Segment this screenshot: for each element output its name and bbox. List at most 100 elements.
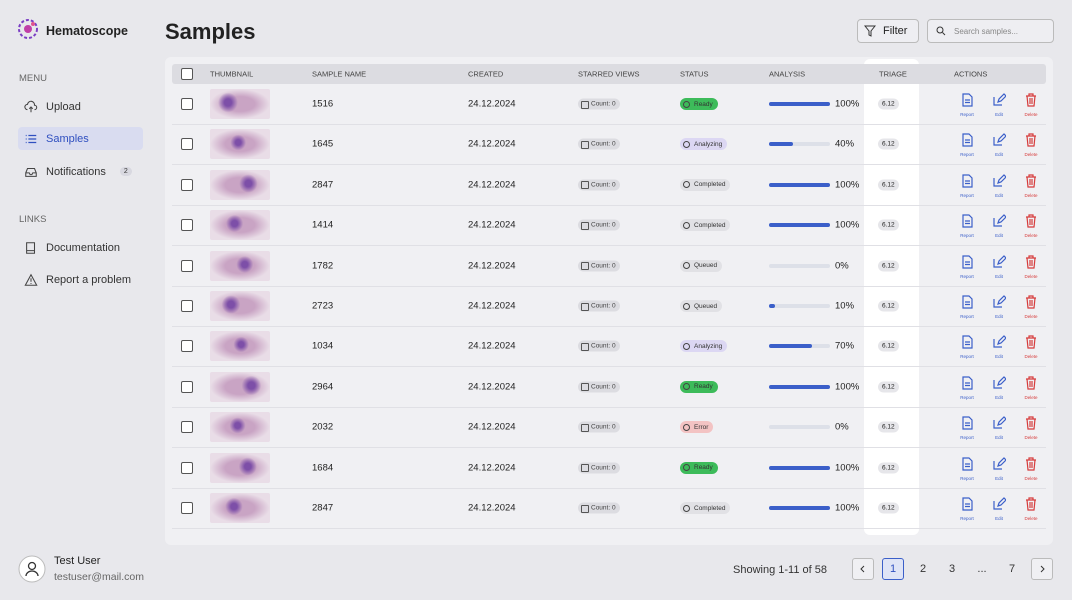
- row-checkbox[interactable]: [181, 98, 193, 110]
- status-icon: [683, 262, 690, 270]
- page-button[interactable]: 7: [1008, 563, 1016, 575]
- created-date: 24.12.2024: [468, 138, 516, 150]
- thumbnail: [210, 89, 270, 119]
- page-button[interactable]: 1: [882, 558, 904, 580]
- nav-label: Samples: [46, 132, 89, 145]
- next-button[interactable]: [1031, 558, 1053, 580]
- page-button[interactable]: ...: [977, 563, 987, 575]
- edit-icon[interactable]: [992, 375, 1006, 390]
- action-label: Edit: [995, 394, 1003, 400]
- row-checkbox[interactable]: [181, 461, 193, 474]
- row-checkbox[interactable]: [181, 300, 193, 312]
- sidebar: Hematoscope MENU Upload Samples Notifica…: [0, 0, 158, 600]
- row-checkbox[interactable]: [181, 502, 193, 514]
- edit-icon[interactable]: [992, 416, 1006, 430]
- thumbnail: [210, 210, 270, 241]
- nav-samples[interactable]: Samples: [18, 127, 143, 150]
- delete-icon[interactable]: [1024, 295, 1038, 309]
- delete-icon[interactable]: [1024, 456, 1038, 471]
- pagination-summary: Showing 1-11 of 58: [733, 564, 827, 576]
- delete-icon[interactable]: [1024, 133, 1038, 147]
- row-checkbox[interactable]: [181, 380, 193, 393]
- page-button[interactable]: 2: [919, 563, 927, 575]
- row-checkbox[interactable]: [181, 259, 193, 272]
- report-icon[interactable]: [960, 497, 974, 511]
- action-label: Delete: [1024, 233, 1038, 239]
- star-icon: [581, 221, 589, 230]
- row-divider: [172, 124, 1046, 125]
- edit-icon[interactable]: [992, 456, 1006, 471]
- report-icon[interactable]: [960, 335, 974, 349]
- search-input[interactable]: Search samples...: [927, 19, 1054, 43]
- page-button[interactable]: 3: [948, 563, 956, 575]
- triage-value: 6.12: [878, 502, 899, 514]
- progress-fill: [769, 465, 830, 470]
- report-icon[interactable]: [960, 133, 974, 147]
- filter-icon: [864, 25, 876, 37]
- action-label: Delete: [1024, 394, 1038, 400]
- status-pill: Ready: [680, 461, 718, 474]
- sample-name: 2964: [312, 381, 334, 393]
- action-label: Report: [960, 152, 974, 158]
- edit-icon[interactable]: [992, 335, 1006, 349]
- delete-icon[interactable]: [1024, 254, 1038, 269]
- nav-documentation[interactable]: Documentation: [18, 236, 143, 259]
- report-icon[interactable]: [960, 376, 974, 390]
- delete-icon[interactable]: [1024, 497, 1038, 511]
- edit-icon[interactable]: [992, 295, 1006, 309]
- report-icon[interactable]: [960, 295, 974, 309]
- action-label: Report: [960, 354, 974, 360]
- delete-icon[interactable]: [1024, 214, 1038, 228]
- delete-icon[interactable]: [1024, 416, 1038, 430]
- report-icon[interactable]: [960, 416, 974, 430]
- report-icon[interactable]: [960, 93, 974, 107]
- action-label: Delete: [1024, 112, 1038, 117]
- row-checkbox[interactable]: [181, 138, 193, 151]
- thumbnail: [210, 493, 270, 523]
- starred-count: Count: 0: [578, 502, 620, 514]
- delete-icon[interactable]: [1024, 335, 1038, 349]
- row-checkbox[interactable]: [181, 178, 193, 191]
- status-pill: Analyzing: [680, 138, 728, 151]
- delete-icon[interactable]: [1024, 376, 1038, 390]
- analysis-label: 100%: [835, 179, 860, 191]
- analysis-label: 40%: [835, 138, 855, 150]
- edit-icon[interactable]: [992, 173, 1006, 188]
- status-icon: [683, 302, 690, 310]
- delete-icon[interactable]: [1024, 174, 1038, 188]
- star-icon: [581, 383, 589, 392]
- search-icon: [936, 26, 946, 36]
- edit-icon[interactable]: [992, 93, 1006, 107]
- edit-icon[interactable]: [992, 133, 1006, 147]
- triage-value: 6.12: [878, 462, 899, 474]
- report-icon[interactable]: [960, 174, 974, 188]
- row-divider: [172, 447, 1046, 449]
- nav-notifications[interactable]: Notifications 2: [18, 160, 143, 183]
- chevron-right: [1040, 565, 1045, 573]
- report-icon[interactable]: [960, 254, 974, 269]
- prev-button[interactable]: [852, 558, 874, 580]
- edit-icon[interactable]: [992, 254, 1006, 269]
- report-icon[interactable]: [960, 456, 974, 471]
- select-all-checkbox[interactable]: [181, 68, 193, 80]
- row-checkbox[interactable]: [181, 219, 193, 232]
- filter-button[interactable]: Filter: [857, 19, 919, 43]
- progress-track: [769, 263, 830, 268]
- analysis-label: 0%: [835, 421, 849, 433]
- sample-name: 2847: [312, 502, 334, 514]
- progress-fill: [769, 384, 830, 389]
- star-icon: [581, 181, 589, 190]
- row-checkbox[interactable]: [181, 421, 193, 434]
- menu-heading: MENU: [19, 73, 47, 84]
- nav-upload[interactable]: Upload: [18, 95, 143, 118]
- edit-icon[interactable]: [992, 214, 1006, 228]
- report-icon[interactable]: [960, 214, 974, 228]
- starred-count: Count: 0: [578, 421, 620, 433]
- thumbnail: [210, 371, 270, 402]
- row-checkbox[interactable]: [181, 340, 193, 353]
- delete-icon[interactable]: [1024, 93, 1038, 107]
- progress-fill: [769, 182, 830, 187]
- nav-report-problem[interactable]: Report a problem: [18, 268, 143, 291]
- chevron-left: [860, 565, 865, 573]
- edit-icon[interactable]: [992, 497, 1006, 511]
